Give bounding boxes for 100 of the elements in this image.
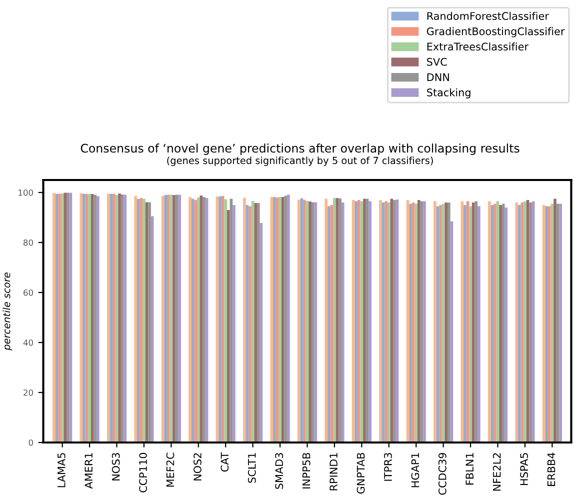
x-tick-label: HGAP1 <box>411 453 420 488</box>
bar <box>96 196 100 442</box>
legend-label: SVC <box>427 58 447 66</box>
bar <box>379 200 382 442</box>
bar <box>504 208 508 442</box>
bar <box>532 201 535 442</box>
bar <box>418 200 420 442</box>
y-tick-label: 20 <box>24 389 33 396</box>
bar <box>448 202 450 442</box>
bar <box>82 194 86 442</box>
bar <box>287 194 290 442</box>
bar <box>324 198 328 442</box>
legend-label: GradientBoostingClassifier <box>426 27 565 38</box>
bar <box>188 197 192 442</box>
bar <box>548 206 551 442</box>
bar <box>434 201 436 442</box>
bar <box>529 202 532 442</box>
bar <box>368 201 372 442</box>
y-tick-label: 0 <box>28 439 33 446</box>
x-tick-label: HSPA5 <box>520 453 528 486</box>
bar <box>464 205 466 442</box>
bar <box>172 195 176 442</box>
bar <box>112 194 116 442</box>
bar <box>142 198 146 442</box>
bar <box>554 198 556 442</box>
bar <box>80 193 83 442</box>
bar <box>311 202 314 442</box>
x-tick-label: RPIND1 <box>330 453 338 490</box>
x-tick-label: GNPTAB <box>356 452 365 494</box>
x-tick-label: SMAD3 <box>275 453 284 489</box>
x-tick-label: ERBB4 <box>547 452 556 486</box>
bar <box>545 206 548 442</box>
bar <box>387 202 390 442</box>
bar <box>243 198 246 442</box>
bar <box>248 206 252 442</box>
bar <box>341 202 344 442</box>
bar <box>150 216 154 442</box>
bar <box>273 197 276 442</box>
bar <box>524 201 526 442</box>
x-tick-label: MEF2C <box>166 452 174 487</box>
y-tick-label: 60 <box>24 289 33 296</box>
x-tick-label: NOS2 <box>194 453 202 480</box>
bar <box>284 196 288 442</box>
bar <box>58 194 61 442</box>
bar <box>227 210 230 442</box>
bar <box>414 204 418 442</box>
bar <box>308 202 312 442</box>
bar <box>488 201 491 442</box>
bar <box>134 196 137 442</box>
legend-label: ExtraTreesClassifier <box>427 42 529 51</box>
bar <box>257 203 260 442</box>
bar <box>354 201 358 442</box>
bar <box>297 200 300 442</box>
bar <box>333 198 336 442</box>
bar <box>469 206 472 442</box>
x-tick-label: LAMA5 <box>58 453 66 488</box>
x-tick-label: ITPR3 <box>384 453 392 481</box>
bar <box>499 205 502 442</box>
bar <box>357 200 360 442</box>
bar <box>444 202 448 442</box>
bar <box>88 194 91 442</box>
bar <box>423 201 426 442</box>
bar <box>178 194 181 442</box>
bar <box>518 205 521 442</box>
bar <box>52 193 56 442</box>
legend-label: Stacking <box>427 88 470 98</box>
bar <box>270 197 274 442</box>
bar <box>439 205 442 442</box>
bar <box>559 204 562 442</box>
bar <box>478 206 480 442</box>
bar <box>494 204 496 442</box>
x-tick-label: CAT <box>220 452 229 472</box>
x-tick-label: NFE2L2 <box>492 453 501 491</box>
y-tick-label: 80 <box>24 239 33 246</box>
bar <box>148 202 151 442</box>
bar <box>303 200 306 442</box>
bar <box>327 206 330 442</box>
bar <box>94 194 97 442</box>
bar <box>166 194 170 442</box>
bar <box>278 197 282 442</box>
bar <box>393 200 396 442</box>
legend-label: DNN <box>427 73 449 81</box>
bar <box>106 194 110 442</box>
bar <box>202 197 206 442</box>
bar <box>196 198 200 442</box>
bar <box>218 196 222 442</box>
bar <box>118 194 121 442</box>
bar <box>409 204 412 442</box>
x-tick-label: AMER1 <box>84 453 92 489</box>
bar <box>254 203 258 442</box>
x-tick-label: CCDC39 <box>438 452 446 495</box>
bar <box>194 200 197 442</box>
bar <box>363 198 366 442</box>
x-tick-label: SCLT1 <box>248 453 256 483</box>
x-tick-label: NOS3 <box>112 453 120 480</box>
bar <box>515 202 518 442</box>
y-tick-label: 100 <box>18 189 33 196</box>
bar <box>338 198 342 442</box>
bar <box>224 199 228 442</box>
bar <box>474 201 478 442</box>
